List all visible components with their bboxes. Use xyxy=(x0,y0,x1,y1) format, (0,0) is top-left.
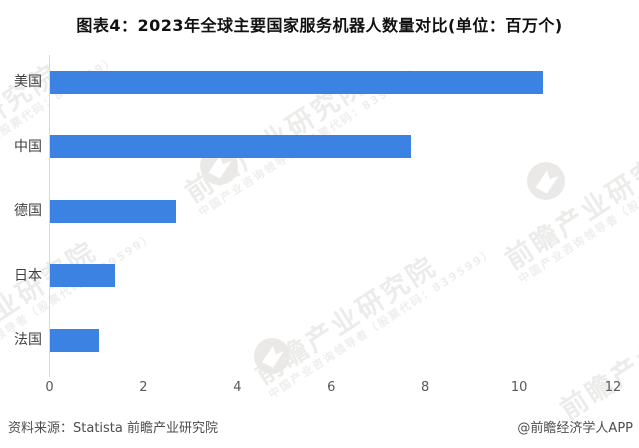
watermark-text: 前瞻产业研究院 中国产业咨询领导者（股票代码：839599） xyxy=(180,63,427,220)
qianzhan-bird-logo-icon xyxy=(254,338,290,374)
x-tick-label-2: 2 xyxy=(139,380,148,395)
watermark-text: 前瞻产业研究院 xyxy=(555,285,639,426)
chart-title: 图表4：2023年全球主要国家服务机器人数量对比(单位：百万个) xyxy=(76,16,563,35)
category-label-4: 法国 xyxy=(14,332,42,348)
x-tick-label-8: 8 xyxy=(421,380,430,395)
x-tick-label-10: 10 xyxy=(510,380,528,395)
category-label-2: 德国 xyxy=(14,203,42,219)
watermark-text: 前瞻产业研究院 中国产业咨询领导者（股票代码：839599） xyxy=(250,245,497,402)
x-axis-zero-tick xyxy=(49,370,50,377)
bar-chart: 前瞻产业研究院 中国产业咨询领导者（股票代码：839599） 前瞻产业研究院 中… xyxy=(0,53,639,426)
category-label-1: 中国 xyxy=(14,138,42,155)
watermark-text: 前瞻产业研究院 中国产业咨询领导者（股票代码：839599） xyxy=(0,230,157,387)
bar-row-4 xyxy=(49,328,99,352)
bar-row-0 xyxy=(49,70,543,94)
x-tick-label-6: 6 xyxy=(327,380,336,395)
source-note: 资料来源：Statista 前瞻产业研究院 xyxy=(8,421,218,436)
x-tick-label-12: 12 xyxy=(604,380,622,395)
category-label-0: 美国 xyxy=(14,74,42,90)
qianzhan-bird-logo-icon xyxy=(527,162,565,200)
copyright-note: @前瞻经济学人APP xyxy=(517,421,633,436)
bar-row-3 xyxy=(49,264,116,287)
category-label-3: 日本 xyxy=(14,267,42,284)
x-tick-label-0: 0 xyxy=(45,380,54,395)
bar-row-1 xyxy=(49,135,412,158)
x-tick-label-4: 4 xyxy=(233,380,242,395)
watermark-text: 前瞻产业研究院 中国产业咨询领导者（股票代码：839599） xyxy=(500,130,639,287)
chart-footer: 资料来源：Statista 前瞻产业研究院 @前瞻经济学人APP xyxy=(0,417,639,436)
watermark-text: 前瞻产业研究院 中国产业咨询领导者（股票代码：839599） xyxy=(0,53,119,210)
bar-row-2 xyxy=(49,199,177,223)
